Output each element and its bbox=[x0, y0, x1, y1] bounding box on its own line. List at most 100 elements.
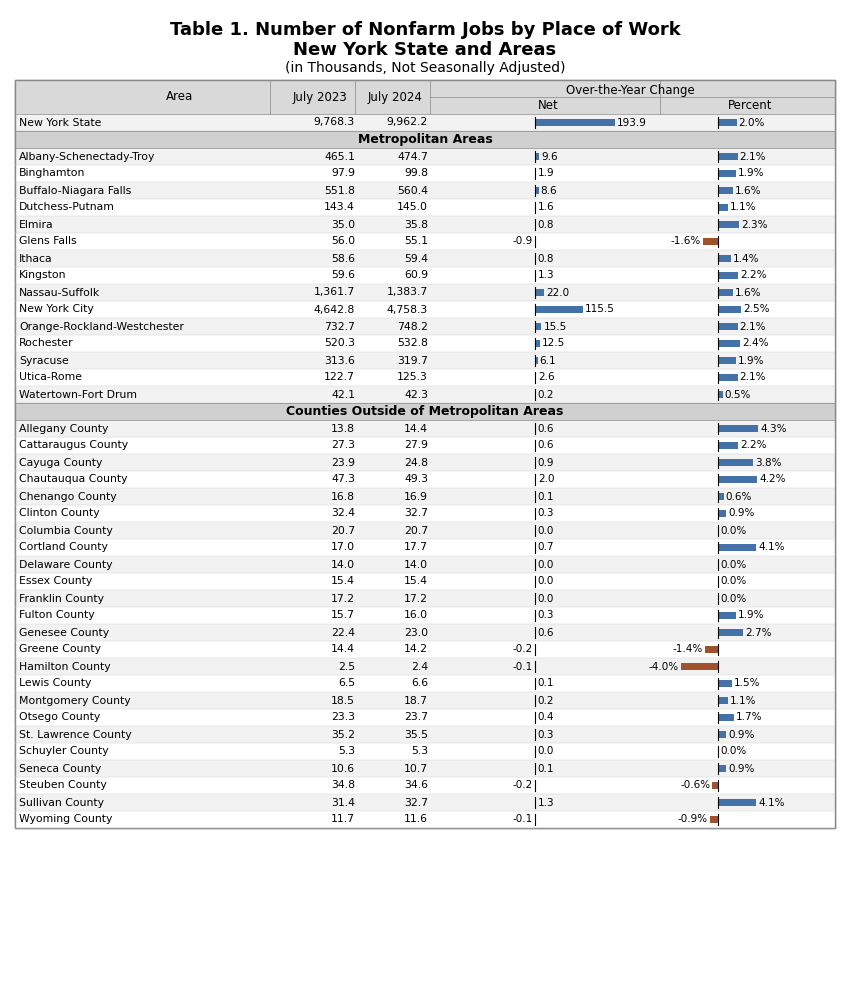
Text: 6.6: 6.6 bbox=[411, 678, 428, 688]
Text: 4.1%: 4.1% bbox=[758, 798, 785, 808]
Text: 1.9%: 1.9% bbox=[738, 610, 764, 620]
Text: 1.6: 1.6 bbox=[538, 202, 554, 213]
Text: Elmira: Elmira bbox=[19, 220, 54, 230]
Text: 0.8: 0.8 bbox=[537, 220, 554, 230]
Bar bbox=[718, 340, 740, 347]
Text: 0.8: 0.8 bbox=[537, 253, 554, 263]
Text: 15.4: 15.4 bbox=[404, 576, 428, 586]
Bar bbox=[15, 199, 835, 216]
Text: 0.7: 0.7 bbox=[537, 542, 554, 552]
Text: -4.0%: -4.0% bbox=[649, 662, 679, 672]
Text: 0.3: 0.3 bbox=[537, 508, 553, 518]
Text: 35.0: 35.0 bbox=[331, 220, 355, 230]
Text: 32.4: 32.4 bbox=[331, 508, 355, 518]
Text: 2.2%: 2.2% bbox=[740, 440, 767, 450]
Text: 0.0: 0.0 bbox=[537, 560, 553, 570]
Bar bbox=[718, 612, 735, 619]
Text: 4.3%: 4.3% bbox=[760, 424, 786, 434]
Bar bbox=[15, 284, 835, 301]
Text: 0.1: 0.1 bbox=[537, 491, 553, 502]
Text: 11.7: 11.7 bbox=[331, 814, 355, 824]
Text: 17.2: 17.2 bbox=[331, 593, 355, 603]
Bar bbox=[718, 391, 722, 398]
Text: 6.1: 6.1 bbox=[540, 356, 556, 365]
Text: Otsego County: Otsego County bbox=[19, 712, 100, 722]
Text: 1.6%: 1.6% bbox=[735, 288, 762, 298]
Bar bbox=[718, 357, 735, 364]
Bar bbox=[15, 675, 835, 692]
Text: 0.0%: 0.0% bbox=[720, 746, 746, 756]
Text: 16.0: 16.0 bbox=[404, 610, 428, 620]
Bar bbox=[718, 493, 723, 500]
Text: -1.4%: -1.4% bbox=[672, 645, 703, 654]
Bar bbox=[15, 760, 835, 777]
Text: 8.6: 8.6 bbox=[541, 186, 557, 196]
Text: 319.7: 319.7 bbox=[397, 356, 428, 365]
Bar bbox=[15, 80, 835, 828]
Text: 0.6: 0.6 bbox=[537, 424, 553, 434]
Text: Nassau-Suffolk: Nassau-Suffolk bbox=[19, 288, 100, 298]
Text: -0.2: -0.2 bbox=[513, 645, 533, 654]
Bar bbox=[15, 318, 835, 335]
Bar bbox=[15, 437, 835, 454]
Text: Net: Net bbox=[537, 99, 558, 112]
Text: Schuyler County: Schuyler County bbox=[19, 746, 109, 756]
Text: 5.3: 5.3 bbox=[337, 746, 355, 756]
Text: 1.9: 1.9 bbox=[538, 168, 554, 178]
Text: -0.1: -0.1 bbox=[513, 814, 533, 824]
Text: 0.6%: 0.6% bbox=[726, 491, 752, 502]
Text: 10.6: 10.6 bbox=[331, 764, 355, 774]
Text: Essex County: Essex County bbox=[19, 576, 93, 586]
Text: 532.8: 532.8 bbox=[397, 338, 428, 349]
Text: Area: Area bbox=[167, 91, 194, 104]
Bar bbox=[535, 323, 541, 330]
Bar bbox=[718, 714, 734, 721]
Text: -0.9%: -0.9% bbox=[677, 814, 708, 824]
Bar bbox=[718, 476, 757, 483]
Text: July 2024: July 2024 bbox=[367, 91, 422, 104]
Bar bbox=[535, 306, 582, 313]
Text: Montgomery County: Montgomery County bbox=[19, 696, 131, 706]
Text: Percent: Percent bbox=[728, 99, 773, 112]
Text: 1,361.7: 1,361.7 bbox=[314, 288, 355, 298]
Text: 474.7: 474.7 bbox=[397, 151, 428, 161]
Bar bbox=[718, 374, 738, 381]
Text: Wyoming County: Wyoming County bbox=[19, 814, 112, 824]
Text: 22.0: 22.0 bbox=[546, 288, 570, 298]
Text: 24.8: 24.8 bbox=[404, 458, 428, 468]
Text: 0.9: 0.9 bbox=[537, 458, 554, 468]
Text: 0.6: 0.6 bbox=[537, 628, 553, 638]
Bar bbox=[535, 340, 540, 347]
Text: 0.0: 0.0 bbox=[537, 746, 553, 756]
Text: 5.3: 5.3 bbox=[411, 746, 428, 756]
Bar bbox=[710, 816, 718, 823]
Bar bbox=[15, 556, 835, 573]
Text: 14.2: 14.2 bbox=[404, 645, 428, 654]
Text: Buffalo-Niagara Falls: Buffalo-Niagara Falls bbox=[19, 186, 131, 196]
Text: 0.0: 0.0 bbox=[537, 526, 553, 536]
Text: 143.4: 143.4 bbox=[324, 202, 355, 213]
Text: Chautauqua County: Chautauqua County bbox=[19, 475, 128, 485]
Bar bbox=[718, 680, 732, 687]
Text: 9,768.3: 9,768.3 bbox=[314, 117, 355, 127]
Bar bbox=[15, 420, 835, 437]
Text: Orange-Rockland-Westchester: Orange-Rockland-Westchester bbox=[19, 322, 184, 332]
Text: 9,962.2: 9,962.2 bbox=[387, 117, 428, 127]
Bar bbox=[15, 80, 835, 828]
Text: 27.9: 27.9 bbox=[404, 440, 428, 450]
Text: Cortland County: Cortland County bbox=[19, 542, 108, 552]
Bar bbox=[718, 765, 727, 772]
Text: 4.1%: 4.1% bbox=[758, 542, 785, 552]
Text: 27.3: 27.3 bbox=[331, 440, 355, 450]
Text: 16.9: 16.9 bbox=[404, 491, 428, 502]
Text: 2.3%: 2.3% bbox=[741, 220, 768, 230]
Text: 0.0%: 0.0% bbox=[720, 576, 746, 586]
Text: 15.5: 15.5 bbox=[543, 322, 567, 332]
Bar bbox=[718, 306, 741, 313]
Text: 0.0: 0.0 bbox=[537, 576, 553, 586]
Text: 313.6: 313.6 bbox=[324, 356, 355, 365]
Text: 35.8: 35.8 bbox=[404, 220, 428, 230]
Bar bbox=[718, 697, 728, 704]
Text: 1,383.7: 1,383.7 bbox=[387, 288, 428, 298]
Text: Steuben County: Steuben County bbox=[19, 780, 107, 790]
